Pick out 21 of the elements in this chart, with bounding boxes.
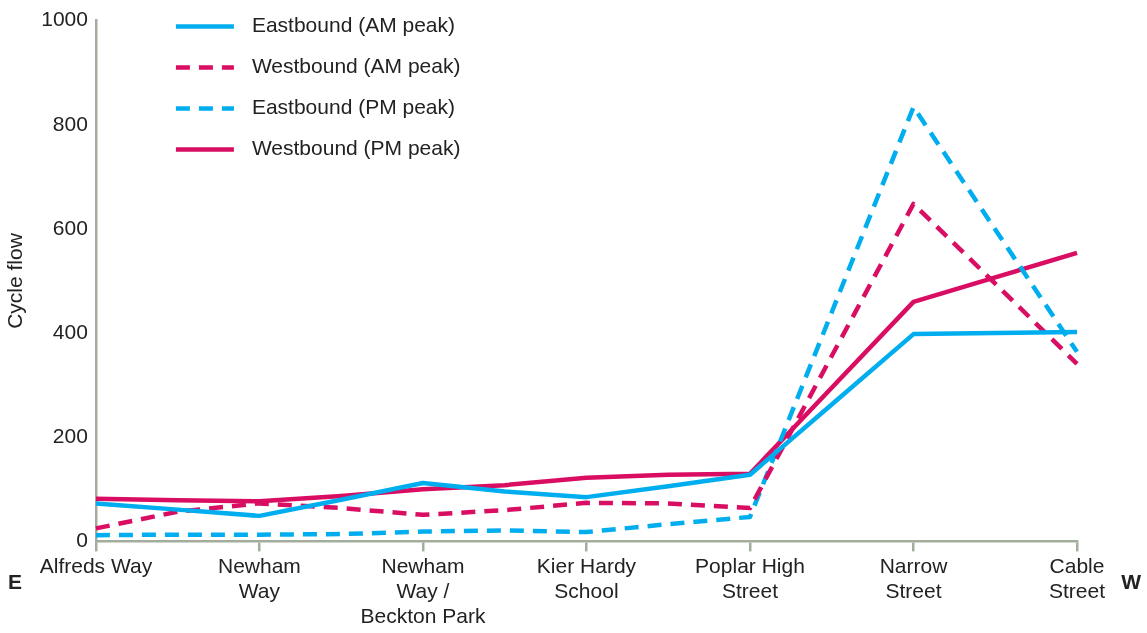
x-tick-label: Kier Hardy School [536, 553, 637, 602]
y-tick-label: 0 [76, 528, 88, 552]
legend-label: Eastbound (PM peak) [251, 95, 456, 119]
y-tick-label: 200 [52, 424, 88, 448]
legend-label: Eastbound (AM peak) [251, 13, 456, 37]
x-tick-label: Poplar High Street [695, 553, 805, 602]
legend-label: Westbound (PM peak) [251, 136, 461, 160]
y-tick-label: 1000 [41, 7, 88, 31]
legend-label: Westbound (AM peak) [251, 54, 461, 78]
x-tick-label: Newham Way / Beckton Park [360, 553, 486, 628]
y-tick-label: 400 [52, 319, 88, 343]
y-tick-label: 600 [52, 215, 88, 239]
line-series [93, 201, 1080, 531]
x-tick-label: Cable Street [1048, 553, 1106, 602]
text: W [1121, 570, 1142, 594]
x-tick-label: Newham Way [217, 553, 301, 602]
x-tick-label: Narrow Street [879, 553, 949, 602]
y-axis-title: Cycle flow [3, 232, 27, 329]
y-tick-label: 800 [52, 111, 88, 135]
x-tick-label: Alfreds Way [39, 553, 153, 577]
text: E [8, 570, 23, 594]
